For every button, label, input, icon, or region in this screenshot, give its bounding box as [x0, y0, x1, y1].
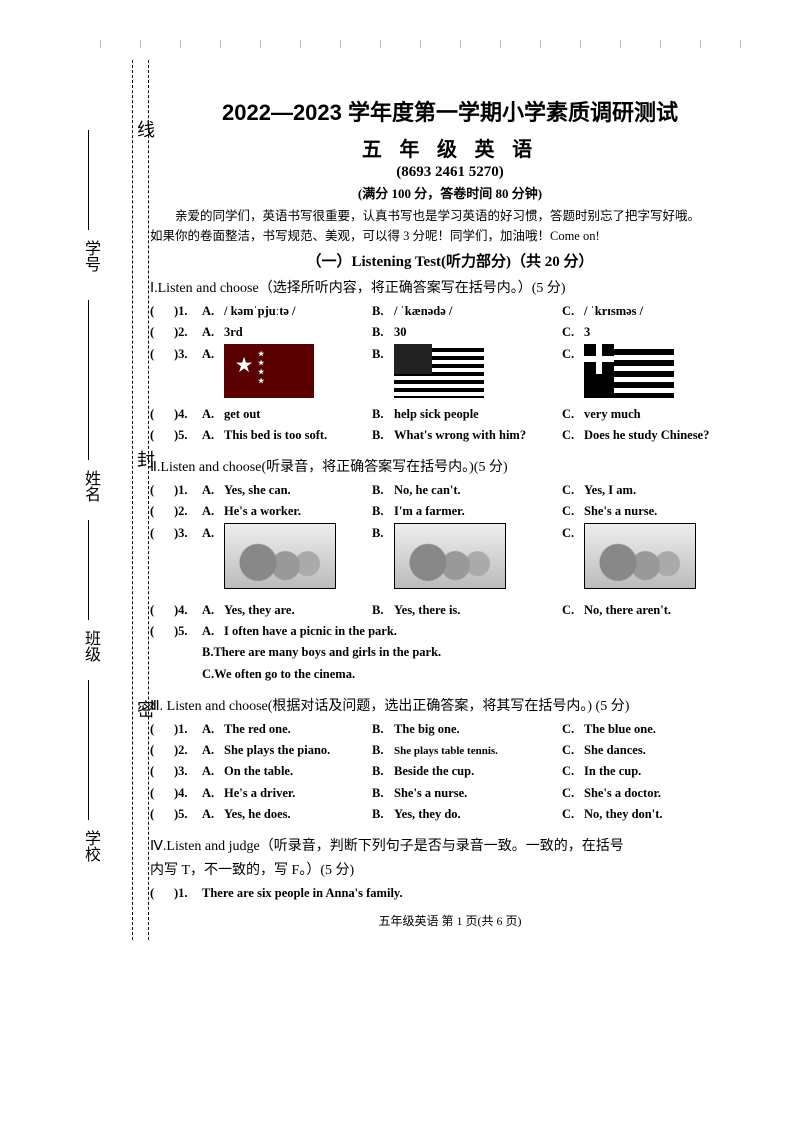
- section3-head: Ⅲ. Listen and choose(根据对话及问题，选出正确答案，将其写在…: [150, 695, 750, 715]
- main-title: 2022—2023 学年度第一学期小学素质调研测试: [150, 95, 750, 127]
- ruler-icon: [100, 40, 754, 48]
- intro-line1: 亲爱的同学们，英语书写很重要，认真书写也是学习英语的好习惯，答题时别忘了把字写好…: [150, 206, 750, 226]
- s1-q2: ()2.A.3rdB.30C.3: [150, 322, 750, 343]
- s2-q5-b: B.There are many boys and girls in the p…: [202, 642, 750, 663]
- flag-greece-icon: [584, 344, 674, 398]
- s2-q3: ()3.A.B.C.: [150, 523, 750, 596]
- label-name: 姓名: [78, 470, 102, 502]
- section2-head: Ⅱ.Listen and choose(听录音，将正确答案写在括号内。)(5 分…: [150, 456, 750, 476]
- s3-q5: ()5.A.Yes, he does.B.Yes, they do.C.No, …: [150, 804, 750, 825]
- binding-margin: 线 封 密 学号 姓名 班级 学校: [100, 60, 150, 940]
- code: (8693 2461 5270): [150, 164, 750, 181]
- subtitle: 五 年 级 英 语: [150, 133, 750, 162]
- s3-q4: ()4.A.He's a driver.B.She's a nurse.C.Sh…: [150, 783, 750, 804]
- s4-q1: ()1.There are six people in Anna's famil…: [150, 883, 750, 904]
- animal-image-icon: [584, 523, 696, 589]
- s3-q1: ()1.A.The red one.B.The big one.C.The bl…: [150, 719, 750, 740]
- animal-image-icon: [224, 523, 336, 589]
- flag-usa-icon: [394, 344, 484, 398]
- section1-head: Ⅰ.Listen and choose（选择所听内容，将正确答案写在括号内。）(…: [150, 277, 750, 297]
- exam-page: 2022—2023 学年度第一学期小学素质调研测试 五 年 级 英 语 (869…: [150, 95, 750, 929]
- s2-q2: ()2.A.He's a worker.B.I'm a farmer.C.She…: [150, 501, 750, 522]
- s1-q5: ()5.A.This bed is too soft.B.What's wron…: [150, 425, 750, 446]
- section4-head: Ⅳ.Listen and judge（听录音，判断下列句子是否与录音一致。一致的…: [150, 835, 750, 855]
- animal-image-icon: [394, 523, 506, 589]
- s3-q3: ()3.A.On the table.B.Beside the cup.C.In…: [150, 761, 750, 782]
- s1-q4: ()4.A.get outB.help sick peopleC.very mu…: [150, 404, 750, 425]
- s2-q5-c: C.We often go to the cinema.: [202, 664, 750, 685]
- intro-line2: 如果你的卷面整洁，书写规范、美观，可以得 3 分呢！同学们，加油哦！Come o…: [150, 226, 750, 246]
- page-footer: 五年级英语 第 1 页(共 6 页): [150, 912, 750, 929]
- s3-q2: ()2.A.She plays the piano.B.She plays ta…: [150, 740, 750, 761]
- s2-q1: ()1.A.Yes, she can.B.No, he can't.C.Yes,…: [150, 480, 750, 501]
- s1-q1: ()1.A./ kəmˈpjuːtə /B./ ˈkænədə /C./ ˈkr…: [150, 301, 750, 322]
- label-school: 学校: [78, 830, 102, 862]
- s1-q3: ()3.A.B.C.: [150, 344, 750, 398]
- listening-head: （一）Listening Test(听力部分)（共 20 分）: [150, 250, 750, 271]
- section4-head2: 内写 T，不一致的，写 F。）(5 分): [150, 859, 750, 879]
- meta: (满分 100 分，答卷时间 80 分钟): [150, 183, 750, 202]
- label-class: 班级: [78, 630, 102, 662]
- s2-q4: ()4.A.Yes, they are.B.Yes, there is.C.No…: [150, 600, 750, 621]
- s2-q5: ()5.A.I often have a picnic in the park.: [150, 621, 750, 642]
- label-xuehao: 学号: [78, 240, 102, 272]
- flag-china-icon: [224, 344, 314, 398]
